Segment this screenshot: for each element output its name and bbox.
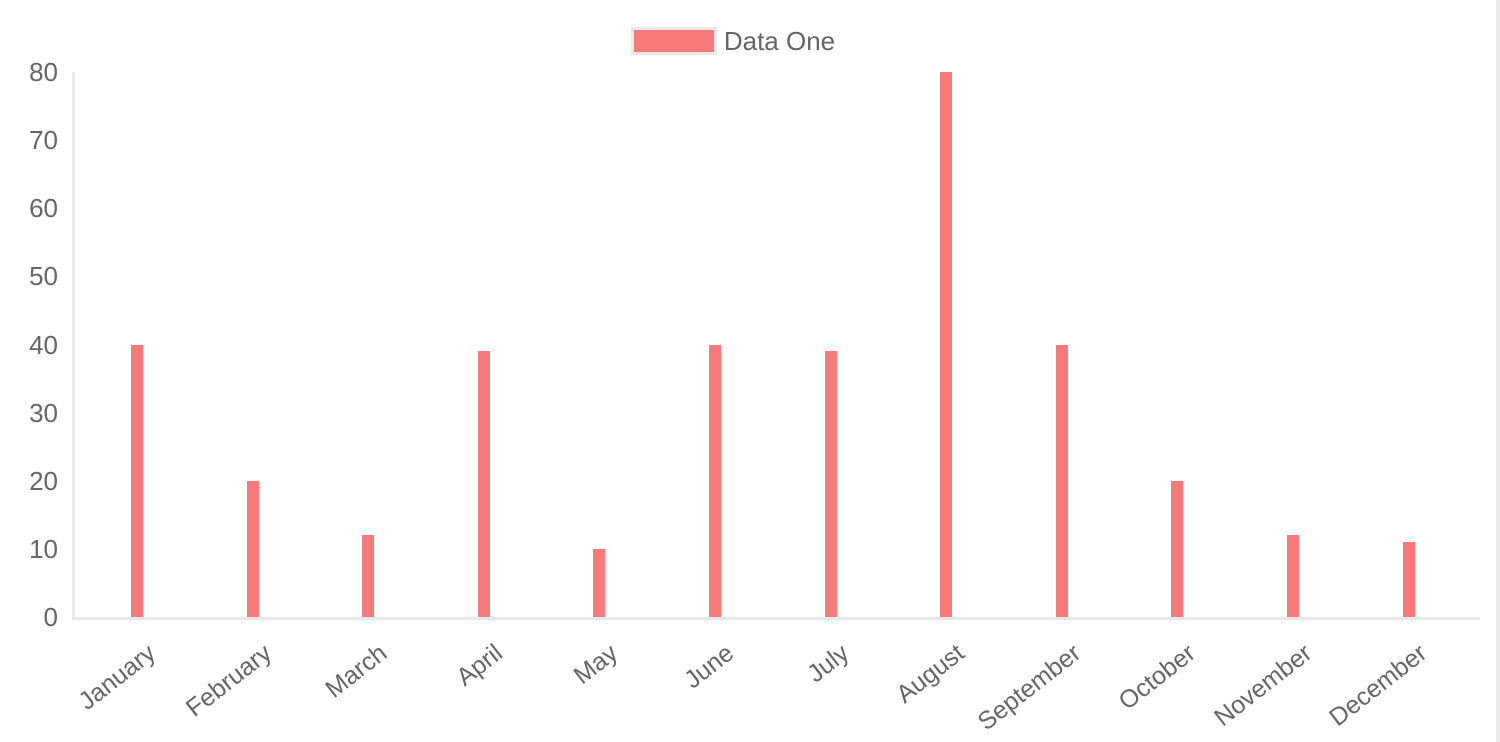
x-axis-label-may: May	[568, 638, 624, 690]
y-tick-label-10: 10	[29, 533, 58, 564]
x-axis-label-april: April	[450, 638, 508, 692]
y-tick-label-30: 30	[29, 397, 58, 428]
x-axis-label-november: November	[1208, 638, 1317, 732]
x-axis-label-september: September	[972, 638, 1086, 737]
legend-swatch	[630, 27, 717, 55]
bar-may[interactable]	[593, 548, 606, 617]
x-axis-line	[72, 617, 1480, 620]
y-tick-label-0: 0	[43, 602, 58, 632]
y-axis-line	[72, 72, 75, 619]
x-axis-label-july: July	[802, 638, 855, 689]
x-axis-label-october: October	[1113, 638, 1202, 716]
bar-november[interactable]	[1287, 535, 1299, 617]
bar-june[interactable]	[709, 344, 721, 617]
x-axis-label-march: March	[320, 638, 393, 704]
bar-april[interactable]	[477, 351, 490, 617]
bar-october[interactable]	[1171, 480, 1184, 617]
legend-item-data-one[interactable]: Data One	[630, 26, 836, 56]
y-tick-label-40: 40	[29, 329, 58, 360]
y-tick-label-20: 20	[29, 465, 58, 496]
right-edge-scrollbar-track	[1496, 0, 1500, 742]
x-axis-label-june: June	[678, 638, 739, 695]
legend-label: Data One	[723, 26, 836, 56]
bar-january[interactable]	[131, 344, 143, 617]
y-tick-label-50: 50	[29, 261, 58, 292]
x-axis-label-august: August	[891, 638, 971, 709]
x-axis-label-february: February	[180, 638, 277, 723]
bar-february[interactable]	[246, 480, 259, 617]
bar-august[interactable]	[940, 72, 953, 617]
x-axis-label-january: January	[73, 638, 161, 716]
bar-september[interactable]	[1055, 344, 1068, 617]
bar-march[interactable]	[362, 535, 375, 617]
x-axis-label-december: December	[1324, 638, 1433, 732]
y-tick-label-70: 70	[29, 125, 58, 156]
bar-july[interactable]	[824, 351, 837, 617]
y-tick-label-80: 80	[29, 57, 58, 87]
bar-december[interactable]	[1402, 542, 1415, 617]
y-tick-label-60: 60	[29, 193, 58, 224]
chart-legend: Data One	[0, 27, 1500, 55]
